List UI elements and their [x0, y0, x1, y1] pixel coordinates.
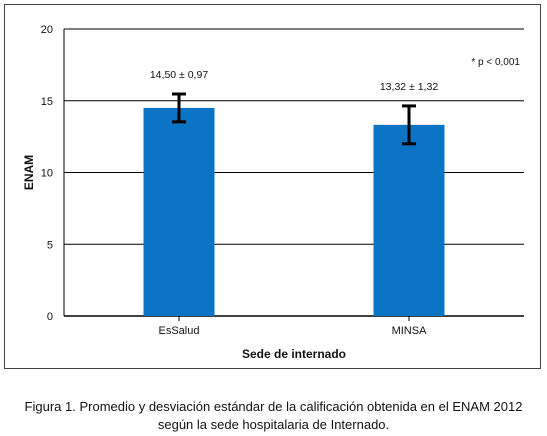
significance-note: * p < 0,001 [471, 57, 520, 68]
x-tick-label: EsSalud [159, 325, 200, 337]
x-axis-title: Sede de internado [242, 347, 346, 361]
data-label: 14,50 ± 0,97 [150, 69, 208, 81]
caption-line-2: según la sede hospitalaria de Internado. [157, 417, 390, 432]
y-tick-label: 20 [41, 24, 53, 36]
bar-essalud [143, 107, 215, 316]
bar-chart: 0 5 10 15 20 14,50 ± 0,97 EsSalud 13,32 ± 1,32 M… [22, 24, 524, 361]
y-tick-label: 10 [41, 168, 53, 180]
figure-frame [4, 4, 541, 369]
y-tick-label: 15 [41, 96, 53, 108]
bar-minsa [373, 124, 445, 316]
figure-caption: Figura 1. Promedio y desviación estándar… [0, 398, 547, 434]
x-tick-label: MINSA [392, 325, 428, 337]
y-tick-label: 0 [47, 311, 53, 323]
y-axis-title: ENAM [22, 155, 36, 190]
data-label: 13,32 ± 1,32 [380, 81, 438, 93]
caption-line-1: Figura 1. Promedio y desviación estándar… [24, 399, 523, 414]
y-tick-label: 5 [47, 239, 53, 251]
